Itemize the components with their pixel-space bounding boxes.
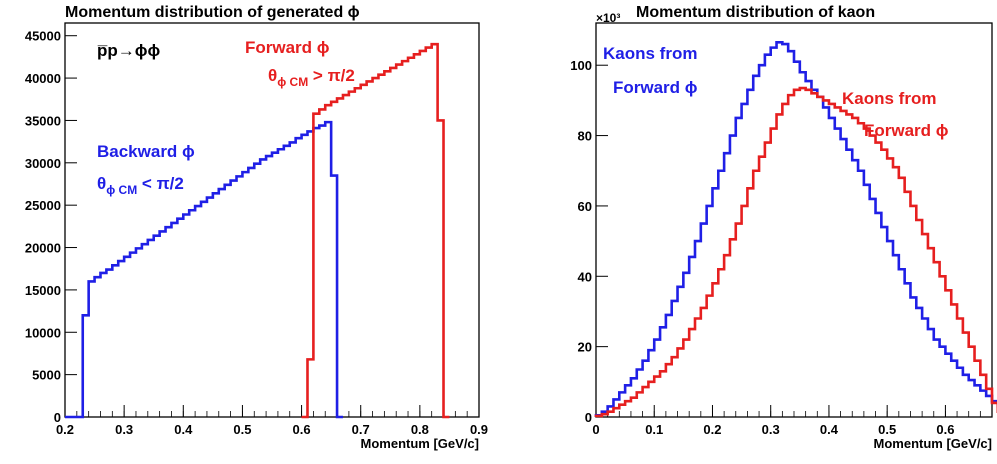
series-line-0 (65, 120, 343, 419)
series-line-0 (594, 41, 997, 417)
x-tick-label: 0.2 (56, 422, 74, 437)
y-tick-label: 35000 (25, 113, 61, 128)
left-panel: Momentum distribution of generated ϕ 0 50… (25, 4, 488, 451)
x-tick-label: 0.5 (878, 422, 896, 437)
left-annotation-forward-line1: Forward ϕ (245, 38, 330, 57)
right-annotation-red-line2: Forward ϕ (864, 121, 949, 140)
y-tick-label: 15000 (25, 283, 61, 298)
y-tick-label: 40 (578, 269, 592, 284)
left-series-group (65, 42, 450, 419)
series-line-1 (594, 86, 997, 418)
left-annotation-backward-line1: Backward ϕ (97, 142, 195, 161)
x-tick-label: 0.9 (470, 422, 488, 437)
y-tick-label: 0 (54, 410, 61, 425)
y-tick-label: 45000 (25, 29, 61, 44)
y-tick-label: 0 (585, 410, 592, 425)
x-tick-label: 0.5 (233, 422, 251, 437)
x-tick-label: 0.4 (820, 422, 839, 437)
right-annotation-blue-line1: Kaons from (603, 44, 697, 63)
forward-theta-subscript: ϕ CM (277, 75, 308, 89)
y-tick-label: 20000 (25, 241, 61, 256)
left-annotation-backward-line2: θϕ CM < π/2 (97, 174, 184, 197)
y-tick-label: 25000 (25, 198, 61, 213)
y-tick-label: 5000 (32, 368, 61, 383)
x-tick-label: 0 (592, 422, 599, 437)
right-series-group (594, 41, 997, 418)
y-tick-label: 80 (578, 129, 592, 144)
x-tick-label: 0.6 (936, 422, 954, 437)
left-y-axis: 0 5000 10000 15000 20000 25000 30000 35000 40000… (25, 29, 77, 425)
backward-theta-subscript: ϕ CM (106, 183, 137, 197)
right-y-multiplier: ×10³ (596, 11, 620, 25)
y-tick-label: 30000 (25, 156, 61, 171)
y-tick-label: 20 (578, 340, 592, 355)
y-tick-label: 10000 (25, 325, 61, 340)
forward-theta: θ (268, 66, 277, 85)
y-tick-label: 100 (570, 58, 592, 73)
backward-theta: θ (97, 174, 106, 193)
right-annotation-blue-line2: Forward ϕ (613, 78, 698, 97)
right-chart-title: Momentum distribution of kaon (636, 4, 875, 21)
y-tick-label: 40000 (25, 71, 61, 86)
x-tick-label: 0.8 (411, 422, 429, 437)
left-x-axis-label: Momentum [GeV/c] (361, 436, 479, 451)
y-tick-label: 60 (578, 199, 592, 214)
right-annotation-red-line1: Kaons from (842, 89, 936, 108)
x-tick-label: 0.3 (762, 422, 780, 437)
right-panel: ×10³ Momentum distribution of kaon 0 20 40… (570, 4, 997, 451)
right-x-axis: 0 0.1 0.2 0.3 0.4 0.5 0.6 (592, 405, 993, 437)
forward-theta-condition: > π/2 (308, 66, 355, 85)
x-tick-label: 0.3 (115, 422, 133, 437)
left-plot-frame (64, 22, 480, 418)
left-annotation-process: p̅p→ϕϕ (97, 41, 161, 60)
x-tick-label: 0.6 (293, 422, 311, 437)
x-tick-label: 0.1 (645, 422, 663, 437)
x-tick-label: 0.4 (174, 422, 193, 437)
left-chart-title: Momentum distribution of generated ϕ (65, 4, 360, 21)
right-x-axis-label: Momentum [GeV/c] (874, 436, 992, 451)
backward-theta-condition: < π/2 (137, 174, 184, 193)
x-tick-label: 0.7 (352, 422, 370, 437)
series-line-1 (301, 42, 450, 419)
right-y-axis: 0 20 40 60 80 100 (570, 58, 608, 425)
left-x-axis: 0.2 0.3 0.4 0.5 0.6 0.7 0.8 0.9 (56, 405, 488, 437)
left-annotation-forward-line2: θϕ CM > π/2 (268, 66, 355, 89)
x-tick-label: 0.2 (703, 422, 721, 437)
